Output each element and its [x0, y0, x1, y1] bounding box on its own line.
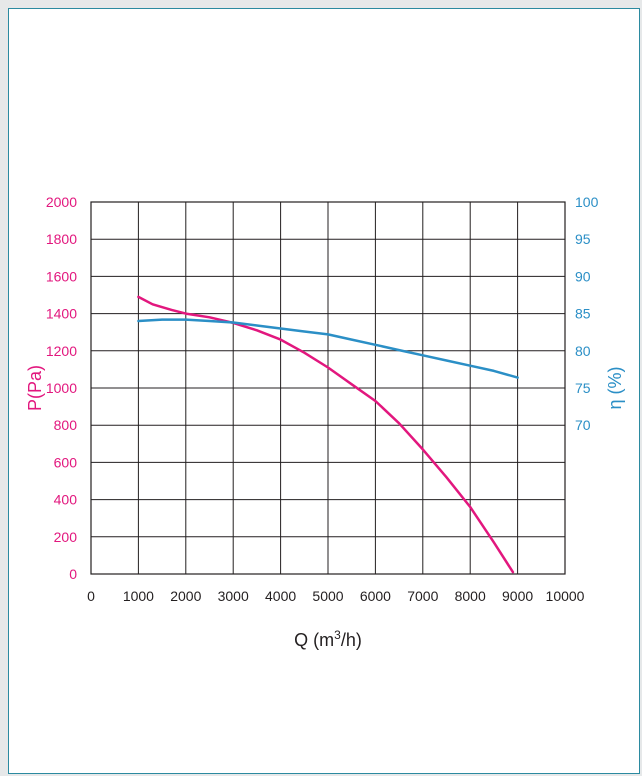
y-left-tick-label: 600	[54, 454, 78, 470]
x-tick-label: 7000	[407, 588, 438, 604]
y-left-tick-label: 800	[54, 417, 78, 433]
y-left-tick-label: 2000	[46, 194, 77, 210]
y-right-tick-label: 95	[575, 231, 591, 247]
x-tick-label: 8000	[455, 588, 486, 604]
y-left-tick-label: 200	[54, 529, 78, 545]
y-right-tick-label: 85	[575, 306, 591, 322]
x-tick-label: 10000	[546, 588, 585, 604]
x-axis-label: Q (m3/h)	[294, 628, 362, 650]
y-left-tick-label: 1400	[46, 306, 77, 322]
plot-border	[90, 201, 566, 575]
pressure-curve	[137, 295, 515, 574]
y-left-tick-label: 1200	[46, 343, 77, 359]
y-left-tick-label: 0	[69, 566, 77, 582]
y-right-tick-label: 80	[575, 343, 591, 359]
y-right-tick-label: 100	[575, 194, 599, 210]
x-tick-label: 4000	[265, 588, 296, 604]
chart-frame: 0 200 400 600 800 1000 1200 1400 1600 1800 2000 100…	[8, 8, 640, 774]
x-tick-label: 2000	[170, 588, 201, 604]
y-right-tick-label: 70	[575, 417, 591, 433]
y-left-tick-label: 1600	[46, 268, 77, 284]
x-tick-label: 5000	[312, 588, 343, 604]
x-tick-label: 3000	[218, 588, 249, 604]
x-tick-label: 9000	[502, 588, 533, 604]
y-right-axis-label: η (%)	[605, 366, 625, 409]
y-left-tick-label: 1000	[46, 380, 77, 396]
x-tick-label: 1000	[123, 588, 154, 604]
efficiency-curve	[137, 318, 519, 379]
y-right-tick-label: 75	[575, 380, 591, 396]
x-tick-label: 6000	[360, 588, 391, 604]
y-left-tick-label: 1800	[46, 231, 77, 247]
y-left-tick-label: 400	[54, 492, 78, 508]
x-tick-label: 0	[87, 588, 95, 604]
y-left-axis-label: P(Pa)	[25, 365, 45, 411]
y-right-tick-label: 90	[575, 268, 591, 284]
